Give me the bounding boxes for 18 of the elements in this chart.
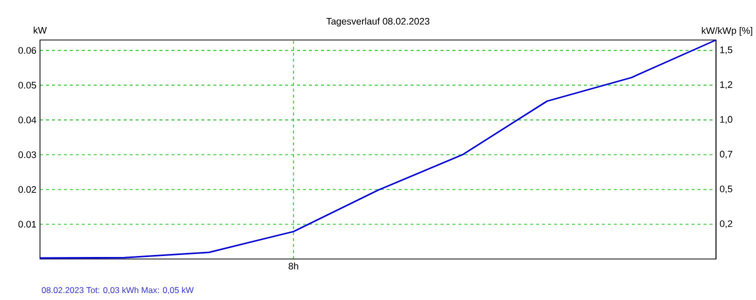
x-tick-label: 8h [288, 262, 298, 270]
y-axis-title: kW [34, 26, 47, 34]
y2-tick-label: 0,5 [720, 186, 732, 194]
y2-tick-label: 0,2 [720, 220, 732, 228]
y2-tick-label: 1,0 [720, 116, 732, 124]
y2-tick-label: 1,5 [720, 46, 732, 54]
chart-title: Tagesverlauf 08.02.2023 [326, 18, 430, 27]
y-tick-label: 0.06 [18, 47, 36, 54]
y-tick-label: 0.05 [18, 82, 36, 89]
y-tick-label: 0.02 [18, 186, 36, 193]
y2-tick-label: 0,7 [720, 150, 732, 159]
y-tick-label: 0.01 [18, 220, 36, 228]
y2-tick-label: 1,2 [720, 81, 732, 90]
line-series [39, 39, 717, 259]
text: 08.02.2023 Tot: 0,03 kWh Max: 0,05 kW [42, 286, 194, 294]
y-tick-label: 0.04 [18, 116, 36, 124]
y2-axis-title: kW/kWp [%] [702, 26, 752, 36]
y-tick-label: 0.03 [18, 151, 36, 158]
